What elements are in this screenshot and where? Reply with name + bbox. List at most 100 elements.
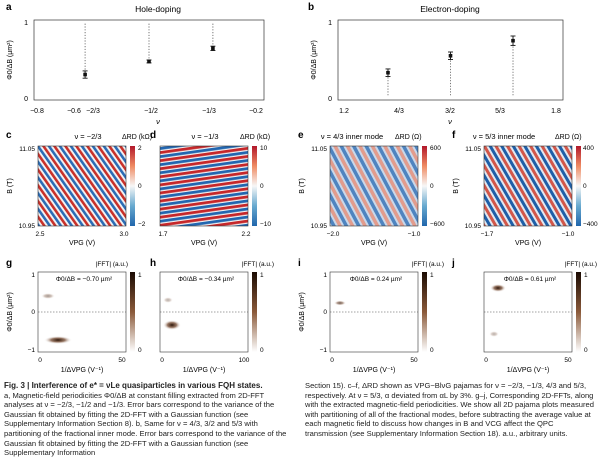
panel-f-colorbar (576, 146, 581, 226)
panel-c-ytick: 10.95 (19, 223, 36, 230)
panel-i-colorbar (422, 272, 427, 352)
panel-e-xtick: −2.0 (327, 231, 340, 238)
panel-d-title: ν = −1/3 (191, 132, 218, 141)
panel-j-peak (490, 284, 506, 292)
panel-h-colorbar (252, 272, 257, 352)
panel-a-xtick: −1/2 (144, 108, 158, 115)
caption-left-text: a, Magnetic-field periodicities Φ0/ΔB at… (4, 390, 287, 458)
panel-f-xtick: −1.0 (562, 231, 575, 238)
panel-i-xtick: 50 (410, 357, 418, 364)
panel-j-cbar-tick: 1 (584, 272, 588, 279)
panel-g-xtick: 50 (118, 357, 126, 364)
panel-g-cbar-tick: 0 (138, 347, 142, 354)
panel-g-annotation: Φ0/ΔB = −0.70 µm² (56, 276, 113, 283)
panel-h-cbar-tick: 0 (260, 347, 264, 354)
panel-a-xtick: −0.6 (67, 108, 81, 115)
data-point (211, 46, 215, 51)
panel-f-ylabel: B (T) (453, 178, 460, 194)
panel-f-cbar-tick: −400 (583, 221, 598, 228)
panel-f-title: ν = 5/3 inner mode (473, 132, 535, 141)
data-point (83, 72, 87, 77)
panel-a-axes (33, 19, 265, 101)
panel-g-xlabel: 1/ΔVPG (V⁻¹) (61, 367, 104, 374)
panel-c-xtick: 3.0 (119, 231, 128, 238)
data-point (386, 70, 390, 75)
panel-i-cbar-tick: 0 (430, 347, 434, 354)
data-point (147, 59, 151, 64)
panel-i-xlabel: 1/ΔVPG (V⁻¹) (353, 367, 396, 374)
caption-left-column: Fig. 3 | Interference of e* = νLe quasip… (4, 381, 294, 458)
panel-d-xlabel: VPG (V) (191, 240, 217, 247)
panel-e-cbar-label: ΔRD (Ω) (395, 134, 422, 141)
panel-h-peak (163, 320, 181, 330)
panel-a-title: Hole-doping (135, 4, 181, 14)
panel-h-peak (163, 297, 173, 303)
panel-c-cbar-label: ΔRD (kΩ) (122, 134, 152, 141)
panel-g-ytick: −1 (28, 347, 36, 354)
panel-e-title: ν = 4/3 inner mode (321, 132, 383, 141)
panel-a-letter: a (6, 2, 12, 13)
panel-d-colorbar (252, 146, 257, 226)
panel-f-letter: f (452, 130, 456, 141)
panel-c-ylabel: B (T) (7, 178, 14, 194)
panel-c-ytick: 11.05 (19, 146, 35, 153)
panel-e-letter: e (298, 130, 304, 141)
panel-a-ylabel: Φ0/ΔB (µm²) (7, 40, 14, 80)
panel-j-xtick: 50 (564, 357, 572, 364)
panel-b: b Electron-doping Φ0/ΔB (µm²) 1 0 ν 1.2 … (308, 2, 564, 126)
panel-i-xtick: 0 (330, 357, 334, 364)
panel-c-heatmap (37, 145, 127, 227)
panel-a-ytick-1: 1 (24, 20, 28, 27)
panel-b-ylabel: Φ0/ΔB (µm²) (311, 40, 318, 80)
panel-f-cbar-label: ΔRD (Ω) (555, 134, 582, 141)
panel-b-xlabel: ν (448, 117, 452, 126)
panel-a-xtick: −1/3 (202, 108, 216, 115)
panel-b-axes (337, 19, 564, 101)
panel-i-cbar-label: |FFT| (a.u.) (412, 261, 444, 268)
panel-i-ytick: 1 (323, 272, 327, 279)
panel-f-xtick: −1.7 (481, 231, 494, 238)
panel-g-ylabel: Φ0/ΔB (µm²) (7, 292, 14, 332)
panel-a-xtick: −0.2 (249, 108, 263, 115)
panel-g-xtick: 0 (38, 357, 42, 364)
panel-e-cbar-tick: 600 (430, 145, 441, 152)
panel-e-cbar-tick: 0 (430, 183, 434, 190)
panel-g-cbar-label: |FFT| (a.u.) (96, 261, 128, 268)
panel-d-cbar-tick: 10 (260, 145, 268, 152)
panel-e-colorbar (422, 146, 427, 226)
data-point (511, 38, 515, 43)
panel-j-xlabel: 1/ΔVPG (V⁻¹) (507, 367, 550, 374)
panel-a-marks (82, 23, 216, 79)
panel-g-ytick: 1 (31, 272, 35, 279)
panel-a-xticks: −0.8 −0.6 −2/3 −1/2 −1/3 −0.2 (30, 108, 263, 115)
panel-c-xtick: 2.5 (35, 231, 44, 238)
panel-c-cbar-tick: 0 (138, 183, 142, 190)
panel-f-xlabel: VPG (V) (515, 240, 541, 247)
panel-h-xtick: 100 (239, 357, 250, 364)
panel-i-ytick: 0 (323, 309, 327, 316)
panel-f-heatmap (483, 145, 573, 227)
panel-j-letter: j (451, 258, 455, 269)
panel-h-cbar-tick: 1 (260, 272, 264, 279)
panel-f-cbar-tick: 0 (583, 183, 587, 190)
panel-f-ytick: 11.05 (465, 146, 481, 153)
panel-a-ytick-0: 0 (24, 96, 28, 103)
panel-j-cbar-tick: 0 (584, 347, 588, 354)
panel-e-ytick: 10.95 (311, 223, 328, 230)
caption-title: Fig. 3 | Interference of e* = νLe quasip… (4, 381, 263, 390)
panel-c-letter: c (6, 130, 12, 141)
panel-h-xtick: 0 (160, 357, 164, 364)
figure-canvas: a Hole-doping Φ0/ΔB (µm²) 1 0 ν −0.8 −0.… (6, 2, 598, 374)
panel-g-peak (41, 293, 55, 299)
panel-f-ytick: 10.95 (465, 223, 482, 230)
panel-b-xtick: 3/2 (445, 108, 455, 115)
panel-h: h |FFT| (a.u.) Φ0/ΔB = −0.34 µm² 1 0 0 1… (150, 258, 274, 374)
panel-b-title: Electron-doping (420, 4, 480, 14)
caption-right-column: Section 15). c–f, ΔRD shown as VPG−BlνG … (305, 381, 595, 439)
panel-b-ytick-1: 1 (328, 20, 332, 27)
panel-g-ytick: 0 (31, 309, 35, 316)
panel-g-letter: g (6, 258, 12, 269)
panel-g-colorbar (130, 272, 135, 352)
panel-i-annotation: Φ0/ΔB = 0.24 µm² (350, 276, 403, 283)
panel-d-xtick: 1.7 (158, 231, 167, 238)
